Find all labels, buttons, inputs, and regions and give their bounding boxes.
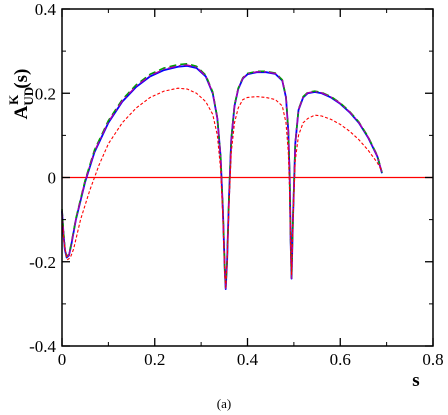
x-tick-label: 0 bbox=[58, 350, 67, 369]
y-axis-label-sup: K bbox=[6, 94, 21, 105]
series-line-3-dashdot bbox=[61, 64, 383, 289]
x-tick-label: 0.8 bbox=[422, 350, 443, 369]
y-axis-label-suffix: (s) bbox=[11, 69, 32, 89]
y-tick-label: -0.2 bbox=[29, 253, 56, 272]
chart-caption: (a) bbox=[217, 396, 231, 411]
x-axis-label: s bbox=[412, 370, 419, 391]
y-tick-label: 0 bbox=[48, 169, 57, 188]
x-tick-label: 0.4 bbox=[237, 350, 259, 369]
y-tick-label: -0.4 bbox=[29, 337, 56, 356]
ticks-layer bbox=[61, 8, 434, 347]
x-tick-label: 0.2 bbox=[144, 350, 165, 369]
y-axis-label-main: A bbox=[11, 105, 32, 119]
tick-labels-layer: 0 0.2 0.4 0.6 0.8 -0.4 -0.2 0 0.2 0.4 bbox=[29, 0, 444, 369]
y-axis-label: AUDK (s) bbox=[6, 69, 36, 120]
series-line-4-dotted bbox=[61, 87, 383, 288]
x-tick-label: 0.6 bbox=[330, 350, 351, 369]
series-layer bbox=[61, 62, 383, 291]
y-tick-label: 0.4 bbox=[35, 0, 57, 19]
series-line-2-dashed bbox=[61, 62, 383, 289]
y-axis-label-sub: UD bbox=[21, 87, 36, 106]
y-tick-label: 0.2 bbox=[35, 84, 56, 103]
